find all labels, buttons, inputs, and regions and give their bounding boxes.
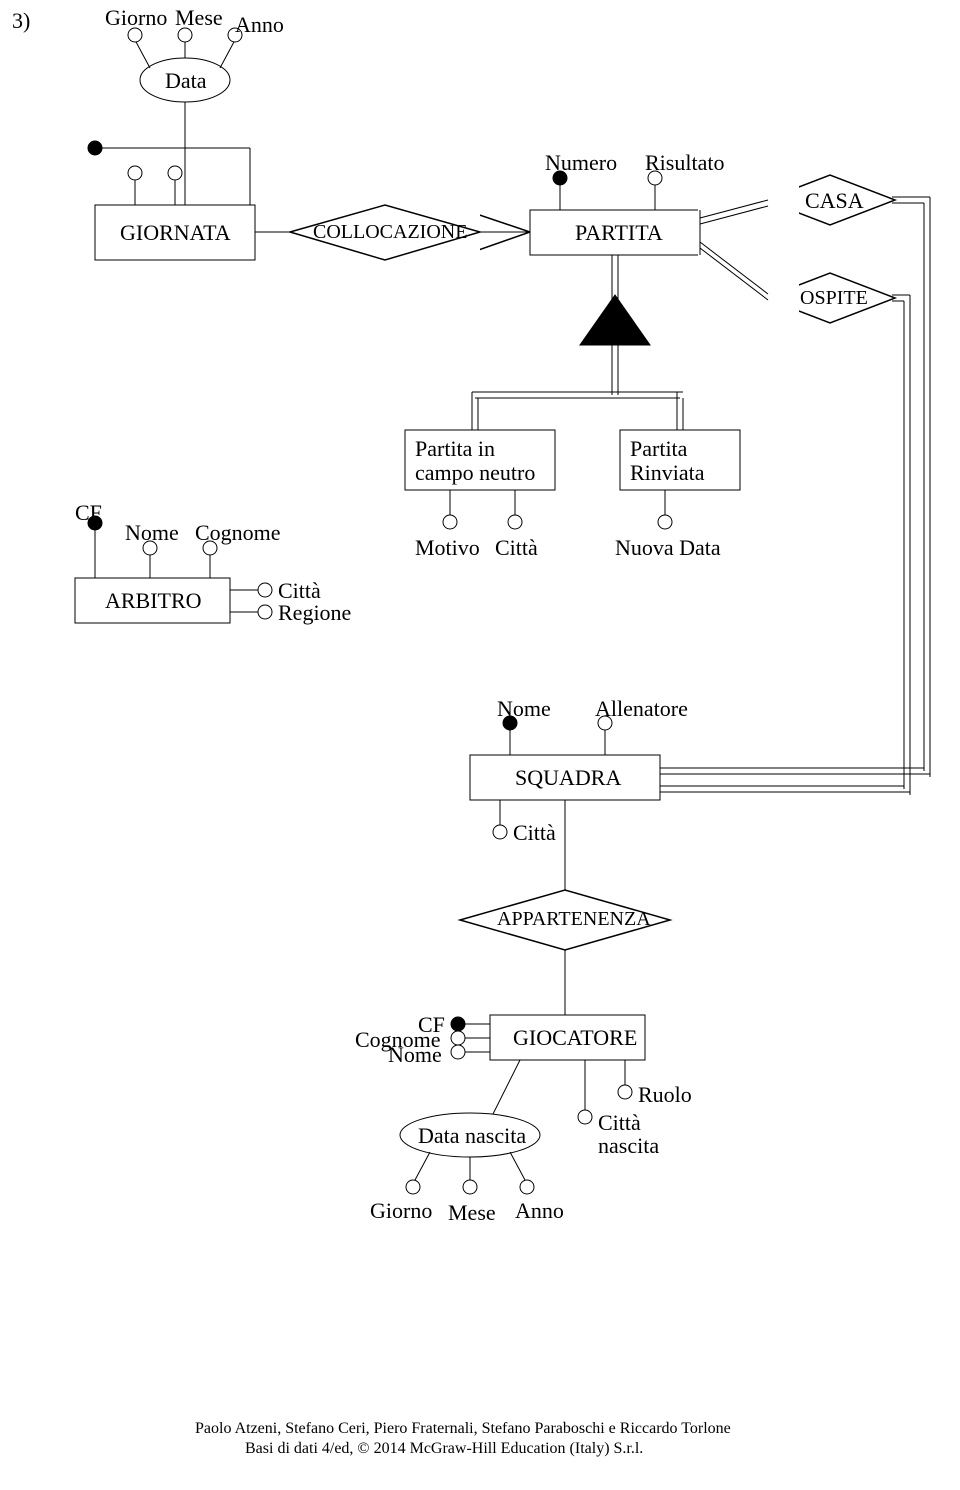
- entity-neutro2: campo neutro: [415, 460, 535, 486]
- attr-nuovadata: Nuova Data: [615, 535, 721, 561]
- attr-datanascita: Data nascita: [418, 1123, 526, 1149]
- entity-appartenenza: APPARTENENZA: [497, 908, 651, 931]
- attr-regione: Regione: [278, 600, 351, 626]
- attr-ruolo: Ruolo: [638, 1082, 692, 1108]
- isa-triangle: [580, 295, 650, 345]
- attr-mese2: Mese: [448, 1200, 496, 1226]
- attr-cittanascita2: nascita: [598, 1133, 659, 1159]
- attr-allenatore: Allenatore: [595, 696, 688, 722]
- attr-cf1: CF: [75, 500, 102, 526]
- attr-nome1: Nome: [125, 520, 179, 546]
- footer-line2: Basi di dati 4/ed, © 2014 McGraw-Hill Ed…: [245, 1440, 643, 1458]
- entity-collocazione: COLLOCAZIONE: [313, 221, 467, 244]
- entity-rinv1: Partita: [630, 436, 687, 462]
- attr-anno2: Anno: [515, 1198, 564, 1224]
- entity-arbitro: ARBITRO: [105, 588, 202, 614]
- entity-giocatore: GIOCATORE: [513, 1025, 637, 1051]
- entity-rinv2: Rinviata: [630, 460, 705, 486]
- attr-mese1: Mese: [175, 5, 223, 31]
- attr-citta3: Città: [513, 820, 556, 846]
- entity-giornata: GIORNATA: [120, 220, 231, 246]
- entity-squadra: SQUADRA: [515, 765, 621, 791]
- attr-nome2: Nome: [497, 696, 551, 722]
- attr-data: Data: [165, 68, 207, 94]
- attr-citta1: Città: [495, 535, 538, 561]
- attr-nome3: Nome: [388, 1042, 442, 1068]
- entity-neutro1: Partita in: [415, 436, 495, 462]
- attr-giorno1: Giorno: [105, 5, 167, 31]
- attr-motivo: Motivo: [415, 535, 480, 561]
- attr-giorno2: Giorno: [370, 1198, 432, 1224]
- entity-partita: PARTITA: [575, 220, 663, 246]
- attr-cognome1: Cognome: [195, 520, 281, 546]
- attr-anno1: Anno: [235, 12, 284, 38]
- question-number: 3): [12, 8, 30, 34]
- attr-numero: Numero: [545, 150, 617, 176]
- entity-casa: CASA: [805, 188, 864, 214]
- entity-ospite: OSPITE: [800, 287, 868, 310]
- footer-line1: Paolo Atzeni, Stefano Ceri, Piero Frater…: [195, 1420, 731, 1438]
- attr-risultato: Risultato: [645, 150, 724, 176]
